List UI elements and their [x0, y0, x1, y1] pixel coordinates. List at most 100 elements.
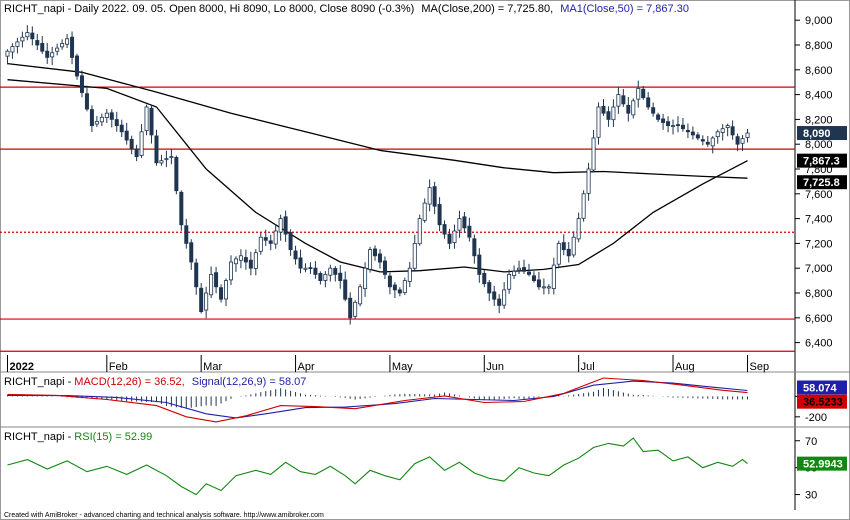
macd-header-macd: MACD(12,26) = 36.52, — [74, 376, 184, 388]
candle-body — [671, 125, 676, 127]
x-tick-label: Jul — [581, 361, 595, 373]
macd-header: RICHT_napi - MACD(12,26) = 36.52, Signal… — [4, 376, 306, 388]
candle-body — [561, 242, 566, 251]
x-tick-label: Sep — [750, 361, 770, 373]
candle-body — [129, 138, 134, 149]
rsi-y-tick-label: 30 — [805, 490, 817, 502]
candle-body — [164, 158, 169, 161]
candle-body — [363, 267, 368, 290]
candle-body — [631, 100, 636, 116]
candle-body — [283, 216, 288, 235]
candle-body — [740, 138, 745, 144]
candle-body — [199, 287, 204, 313]
price-header-ma50: MA1(Close,50) = 7,867.30 — [560, 3, 689, 15]
candle-body — [20, 36, 25, 42]
x-tick-label: Aug — [675, 361, 695, 373]
candle-body — [392, 284, 397, 291]
candle-body — [248, 259, 253, 269]
candle-body — [432, 186, 437, 207]
candle-body — [700, 139, 705, 142]
candle-body — [55, 47, 60, 52]
rsi-line — [7, 437, 748, 496]
candle-body — [353, 301, 358, 317]
candle-body — [695, 134, 700, 139]
candle-body — [566, 248, 571, 257]
candle-body — [472, 238, 477, 257]
candle-body — [65, 38, 70, 45]
candle-body — [492, 291, 497, 300]
candle-body — [70, 36, 75, 58]
price-y-tick-label: 7,200 — [805, 238, 833, 250]
rsi-header: RICHT_napi - RSI(15) = 52.99 — [4, 431, 152, 443]
candle-body — [690, 131, 695, 136]
candle-body — [159, 160, 164, 164]
candle-body — [119, 124, 124, 133]
candle-body — [447, 233, 452, 244]
candle-body — [328, 267, 333, 276]
candle-body — [601, 106, 606, 114]
close-value-tag: 8,090 — [803, 128, 831, 140]
candle-body — [104, 112, 109, 119]
candle-body — [263, 237, 268, 241]
candle-body — [109, 112, 114, 120]
candle-body — [253, 252, 258, 269]
candle-body — [526, 271, 531, 275]
candle-body — [209, 273, 214, 296]
close-value-tag-box — [797, 126, 847, 141]
candle-body — [591, 137, 596, 171]
candle-body — [745, 132, 750, 138]
candle-body — [45, 50, 50, 58]
candle-body — [303, 267, 308, 270]
candle-body — [656, 114, 661, 120]
macd-line — [7, 377, 748, 423]
candle-body — [571, 236, 576, 256]
macd-header-prefix: RICHT_napi - — [4, 376, 74, 388]
candle-body — [581, 193, 586, 219]
x-tick-label: Mar — [203, 361, 222, 373]
candle-body — [373, 248, 378, 257]
candle-body — [651, 107, 656, 114]
price-y-tick-label: 7,000 — [805, 263, 833, 275]
candle-body — [556, 242, 561, 265]
price-candles — [5, 25, 750, 325]
signal-value-tag: 58.074 — [803, 382, 838, 394]
candle-body — [10, 46, 15, 53]
candle-body — [189, 242, 194, 263]
candle-body — [705, 141, 710, 145]
price-y-tick-label: 8,000 — [805, 139, 833, 151]
candle-body — [99, 116, 104, 123]
price-y-tick-label: 6,400 — [805, 338, 833, 350]
price-value-tags: 8,090 7,867.3 7,725.8 — [797, 126, 847, 190]
x-tick-label: May — [392, 361, 413, 373]
candle-body — [666, 121, 671, 127]
candle-body — [720, 128, 725, 133]
candle-body — [541, 286, 546, 289]
candle-body — [5, 50, 10, 57]
candle-body — [278, 218, 283, 233]
price-x-ticks: 2022 Feb Mar Apr May Jun Jul Aug Sep — [6, 355, 770, 373]
price-header-ma200: MA(Close,200) = 7,725.80, — [421, 3, 553, 15]
rsi-line — [7, 437, 748, 496]
macd-value-tags: 58.074 36.5233 — [797, 380, 847, 409]
ma50-line — [7, 79, 748, 273]
candle-body — [214, 272, 219, 288]
price-moving-averages — [7, 62, 748, 273]
candle-body — [79, 75, 84, 93]
candle-body — [502, 289, 507, 306]
candle-body — [224, 280, 229, 300]
candle-body — [343, 279, 348, 300]
candle-body — [114, 119, 119, 126]
candle-body — [184, 225, 189, 244]
macd-histogram — [6, 387, 749, 409]
price-y-tick-label: 8,400 — [805, 90, 833, 102]
candle-body — [462, 216, 467, 229]
price-y-tick-label: 6,800 — [805, 288, 833, 300]
rsi-value-tag: 52.9943 — [803, 459, 843, 471]
candle-body — [531, 275, 536, 282]
candle-body — [387, 275, 392, 288]
candle-body — [358, 286, 363, 305]
x-tick-label: 2022 — [9, 361, 33, 373]
candle-body — [730, 126, 735, 136]
candle-body — [139, 131, 144, 156]
